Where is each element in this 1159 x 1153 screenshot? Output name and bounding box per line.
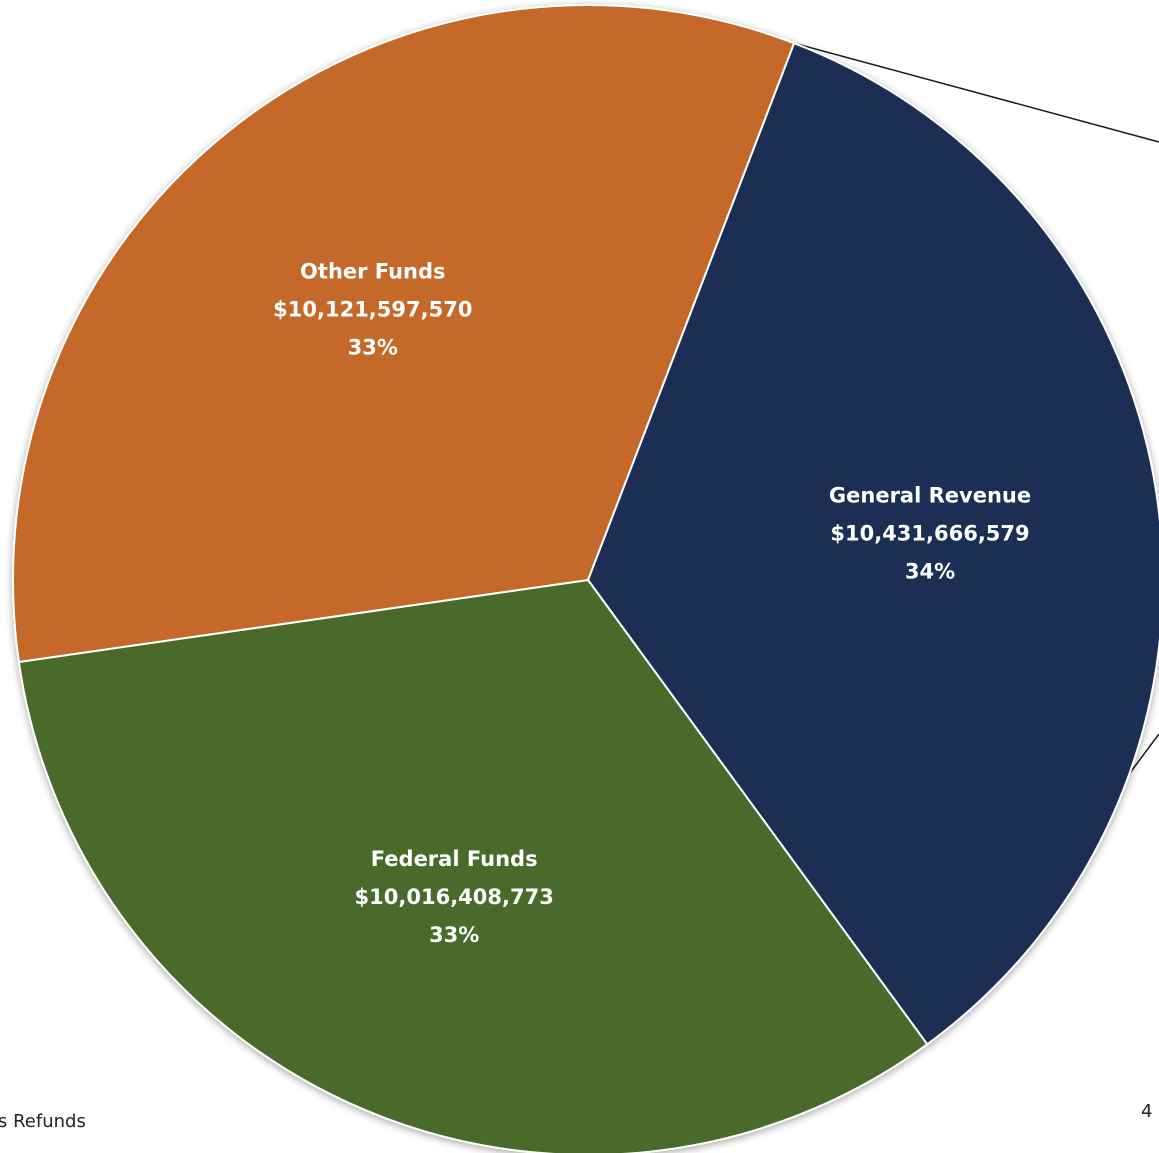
slice-label-name-other-funds: Other Funds [300, 259, 445, 283]
pie-slice-other-funds [12, 4, 796, 664]
slice-label-percent-other-funds: 33% [348, 335, 398, 359]
pie-slice-general-revenue [586, 41, 1159, 1046]
slice-label-percent-federal-funds: 33% [429, 923, 479, 947]
slice-label-value-general-revenue: $10,431,666,579 [830, 522, 1029, 546]
slice-label-percent-general-revenue: 34% [905, 560, 955, 584]
slice-label-name-federal-funds: Federal Funds [371, 847, 538, 871]
slice-label-value-other-funds: $10,121,597,570 [273, 297, 472, 321]
pie-slices [12, 4, 1159, 1153]
slice-label-value-federal-funds: $10,016,408,773 [355, 885, 554, 909]
page-number: 4 [1141, 1101, 1153, 1122]
pie-slice-federal-funds [17, 578, 929, 1153]
slice-label-name-general-revenue: General Revenue [829, 484, 1031, 508]
footer-text: s Refunds [0, 1111, 86, 1132]
connector-line-top [793, 42, 1159, 143]
pie-labels: General Revenue $10,431,666,579 34% Federal… [273, 259, 1031, 947]
